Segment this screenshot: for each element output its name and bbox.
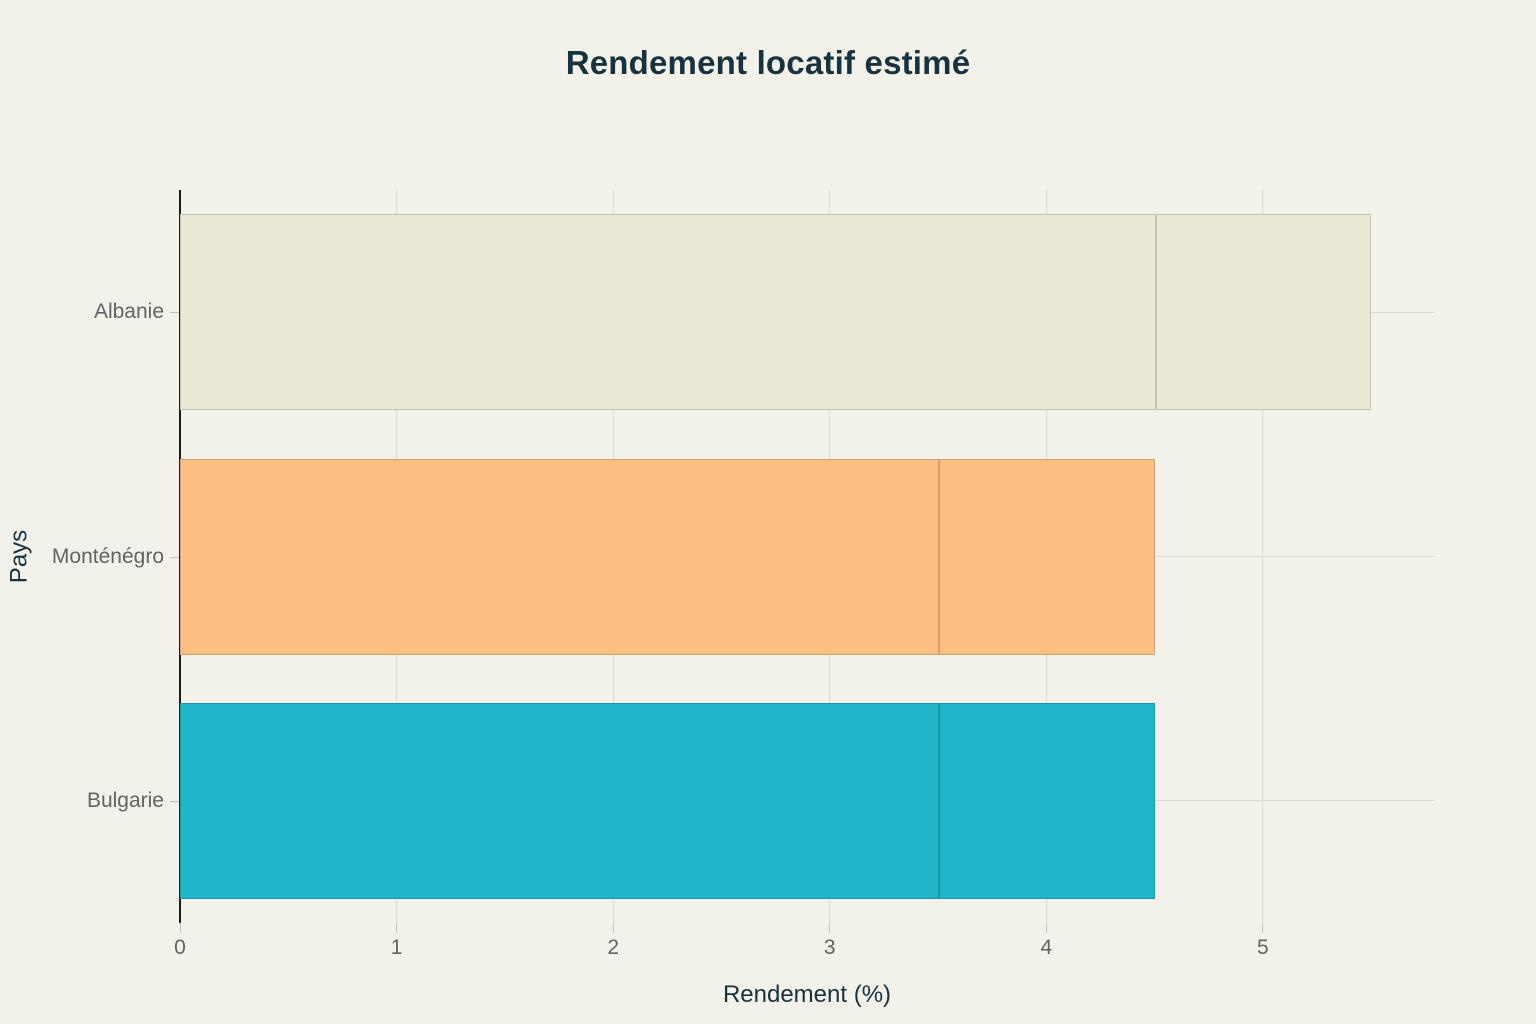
bar-montenegro [180,458,1155,655]
bar-albanie [180,214,1372,411]
category-label-albanie: Albanie [93,300,164,324]
x-axis-tick-1 [396,923,398,933]
x-axis-tick-0 [179,923,181,933]
x-axis-tick-label-3: 3 [823,936,836,959]
y-axis-tick-albanie [170,312,179,314]
x-axis-tick-3 [829,923,831,933]
x-axis-tick-label-4: 4 [1040,936,1053,959]
y-axis-tick-montenegro [170,556,179,558]
x-axis-title: Rendement (%) [722,981,892,1008]
y-axis-tick-bulgarie [170,800,179,802]
bar-bulgarie [180,702,1155,899]
x-axis-tick-label-1: 1 [390,936,403,959]
category-label-montenegro: Monténégro [51,544,164,568]
category-label-bulgarie: Bulgarie [86,788,164,812]
x-axis-tick-5 [1262,923,1264,933]
x-axis-tick-2 [612,923,614,933]
x-axis-tick-label-2: 2 [607,936,619,959]
plot-area [179,190,1434,923]
bar-range-divider-bulgarie [938,703,941,898]
x-axis-tick-label-5: 5 [1257,936,1269,959]
x-axis-tick-4 [1045,923,1047,933]
x-axis-tick-label-0: 0 [174,936,186,959]
bar-range-divider-montenegro [938,459,941,654]
bar-range-divider-albanie [1154,215,1157,410]
chart-title: Rendement locatif estimé [565,44,971,81]
